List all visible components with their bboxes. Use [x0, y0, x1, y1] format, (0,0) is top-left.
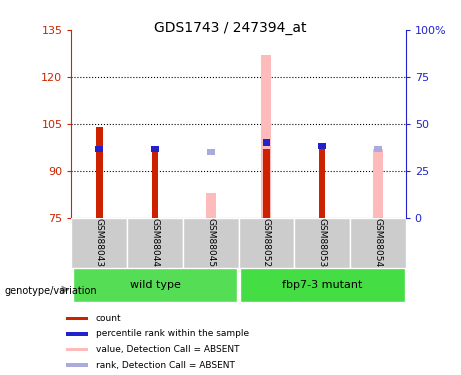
Text: GSM88053: GSM88053 — [318, 218, 327, 267]
Bar — [96, 127, 103, 218]
Bar — [66, 316, 88, 320]
Text: value, Detection Call = ABSENT: value, Detection Call = ABSENT — [95, 345, 239, 354]
Text: rank, Detection Call = ABSENT: rank, Detection Call = ABSENT — [95, 361, 234, 370]
Text: wild type: wild type — [130, 280, 180, 290]
Bar — [72, 268, 237, 302]
Text: GSM88054: GSM88054 — [373, 218, 382, 267]
Bar — [206, 192, 216, 217]
Bar — [152, 149, 159, 217]
Text: percentile rank within the sample: percentile rank within the sample — [95, 329, 248, 338]
Bar — [261, 55, 272, 217]
Bar — [66, 363, 88, 367]
Text: count: count — [95, 314, 121, 323]
Bar — [263, 149, 270, 217]
Bar — [238, 217, 294, 268]
Bar — [294, 217, 350, 268]
Bar — [240, 268, 405, 302]
Text: GSM88045: GSM88045 — [206, 218, 215, 267]
Bar — [350, 217, 406, 268]
Bar — [66, 332, 88, 336]
Text: GDS1743 / 247394_at: GDS1743 / 247394_at — [154, 21, 307, 34]
Bar — [374, 146, 382, 152]
Bar — [95, 146, 103, 152]
Text: fbp7-3 mutant: fbp7-3 mutant — [282, 280, 362, 290]
Bar — [373, 149, 383, 217]
Bar — [151, 146, 159, 152]
Text: GSM88044: GSM88044 — [150, 218, 160, 267]
Bar — [207, 149, 215, 155]
Text: GSM88052: GSM88052 — [262, 218, 271, 267]
Bar — [127, 217, 183, 268]
Bar — [262, 140, 270, 146]
Text: genotype/variation: genotype/variation — [5, 286, 97, 296]
Text: GSM88043: GSM88043 — [95, 218, 104, 267]
Bar — [183, 217, 238, 268]
Bar — [262, 140, 270, 146]
Bar — [71, 217, 127, 268]
Bar — [318, 142, 326, 149]
Bar — [319, 149, 325, 217]
Bar — [66, 348, 88, 351]
